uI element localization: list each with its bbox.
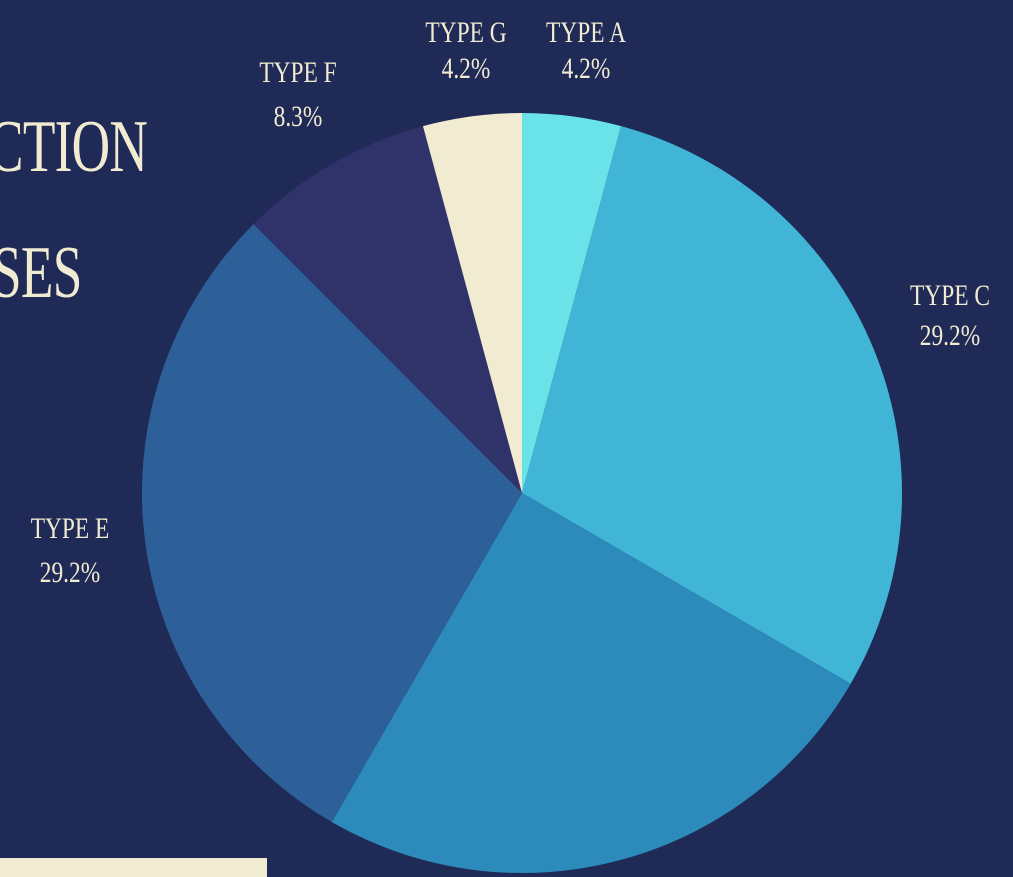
pie-slice-type-f (253, 126, 523, 494)
pie-slice-type-a (522, 113, 622, 493)
slice-label-type-a: TYPE A (546, 15, 626, 48)
slice-label-type-e: TYPE E (31, 511, 110, 544)
slice-label-type-g: TYPE G (425, 15, 506, 48)
slice-value-type-c: 29.2% (920, 318, 980, 351)
pie-slices (141, 113, 903, 874)
pie-labels: TYPE A4.2%TYPE C29.2%TYPE E29.2%TYPE F8.… (31, 15, 990, 588)
pie-slice-type-g (422, 113, 522, 493)
heading-line-1: CTION (0, 106, 148, 188)
slice-value-type-e: 29.2% (40, 555, 100, 588)
slice-value-type-f: 8.3% (274, 99, 323, 132)
slice-value-type-g: 4.2% (442, 51, 491, 84)
pie-slice-unlabeled-2 (331, 493, 851, 874)
heading-line-2: SES (0, 232, 82, 314)
accent-bar (0, 858, 267, 877)
slice-label-type-f: TYPE F (259, 55, 336, 88)
slice-value-type-a: 4.2% (562, 51, 611, 84)
pie-slice-type-c (522, 126, 903, 684)
slice-label-type-c: TYPE C (910, 278, 990, 311)
pie-slice-type-e (141, 224, 522, 822)
